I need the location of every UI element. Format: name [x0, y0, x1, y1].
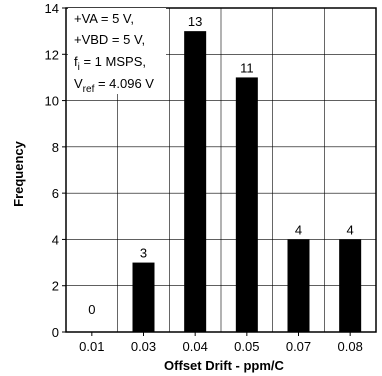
bar-labels: 0 3 13 11 4 4: [88, 14, 354, 317]
x-axis-title: Offset Drift - ppm/C: [164, 358, 284, 373]
fi-sub: i: [78, 62, 80, 73]
y-tick-label: 8: [52, 140, 59, 155]
x-tick-label: 0.01: [79, 339, 104, 354]
x-tick-label: 0.04: [183, 339, 208, 354]
y-axis-title: Frequency: [11, 140, 26, 207]
bar-value-label: 4: [295, 222, 302, 237]
bar: [339, 239, 362, 332]
annotation-line-vref: Vref = 4.096 V: [74, 76, 154, 95]
bar-value-label: 13: [188, 14, 202, 29]
bar-value-label: 3: [140, 246, 147, 261]
annotation: +VA = 5 V, +VBD = 5 V, fi = 1 MSPS, Vref…: [74, 11, 154, 95]
annotation-line-fi: fi = 1 MSPS,: [74, 54, 146, 73]
bar: [132, 262, 155, 332]
y-tick-label: 10: [45, 94, 59, 109]
plot-frame: [65, 7, 377, 333]
bars: [132, 31, 362, 333]
y-tick-label: 2: [52, 279, 59, 294]
bar: [287, 239, 310, 332]
bar-value-label: 0: [88, 302, 95, 317]
annotation-line-vbd: +VBD = 5 V,: [74, 32, 145, 47]
vref-sub: ref: [83, 84, 95, 95]
fi-main: f: [74, 54, 78, 69]
y-tick-label: 6: [52, 186, 59, 201]
vref-rest: = 4.096 V: [94, 76, 154, 91]
x-tick-label: 0.05: [234, 339, 259, 354]
bar-value-label: 11: [240, 60, 254, 75]
x-tick-label: 0.03: [131, 339, 156, 354]
x-ticks: 0.01 0.03 0.04 0.05 0.07 0.08: [79, 332, 363, 354]
y-ticks: 0 2 4 6 8 10 12 14: [45, 1, 66, 340]
bar-value-label: 4: [347, 222, 354, 237]
x-tick-label: 0.08: [338, 339, 363, 354]
fi-rest: = 1 MSPS,: [80, 54, 146, 69]
bar: [184, 31, 207, 333]
y-tick-label: 4: [52, 232, 59, 247]
annotation-box: [68, 8, 166, 94]
annotation-line-va: +VA = 5 V,: [74, 11, 134, 26]
x-tick-label: 0.07: [286, 339, 311, 354]
y-tick-label: 12: [45, 47, 59, 62]
grid: [66, 7, 376, 333]
vref-main: V: [74, 76, 83, 91]
bar: [235, 77, 258, 332]
y-tick-label: 14: [45, 1, 59, 16]
y-tick-label: 0: [52, 325, 59, 340]
